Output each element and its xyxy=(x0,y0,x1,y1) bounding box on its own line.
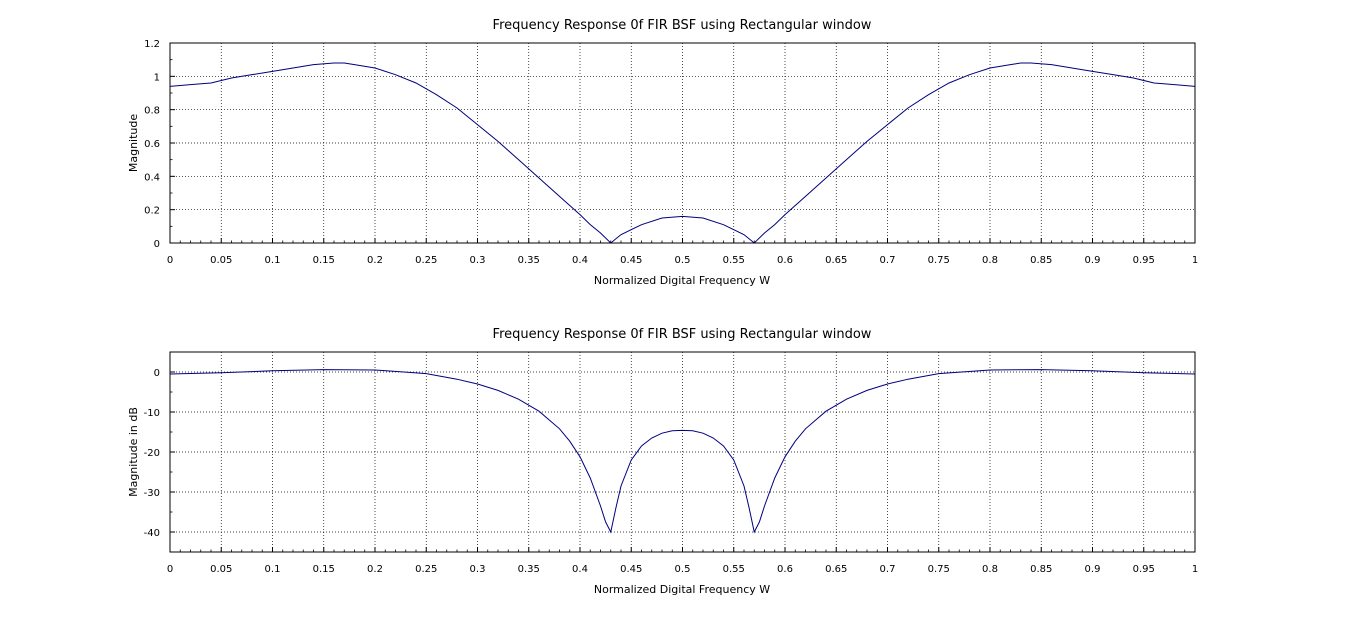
x-tick-label: 0.9 xyxy=(1085,564,1101,575)
x-tick-label: 0.4 xyxy=(572,564,588,575)
x-tick-label: 0.1 xyxy=(265,564,281,575)
x-tick-label: 0.3 xyxy=(470,255,486,266)
series-line xyxy=(169,62,1196,244)
x-tick-label: 0.6 xyxy=(777,255,793,266)
x-tick-label: 0.5 xyxy=(675,255,691,266)
x-axis-label: Normalized Digital Frequency W xyxy=(594,274,770,287)
x-tick-label: 0.05 xyxy=(210,255,232,266)
x-tick-label: 0.45 xyxy=(620,255,642,266)
y-tick-label: -30 xyxy=(144,488,160,499)
x-tick-label: 0.2 xyxy=(367,255,383,266)
x-tick-label: 0.5 xyxy=(675,564,691,575)
x-tick-label: 0 xyxy=(167,255,173,266)
x-tick-label: 0.85 xyxy=(1030,255,1052,266)
x-tick-label: 0.55 xyxy=(723,564,745,575)
y-tick-label: 0.4 xyxy=(144,172,160,183)
y-tick-label: 0.2 xyxy=(144,206,160,217)
x-tick-label: 0.75 xyxy=(928,564,950,575)
x-tick-label: 0.65 xyxy=(825,255,847,266)
x-tick-label: 0.6 xyxy=(777,564,793,575)
y-tick-label: 0.6 xyxy=(144,139,160,150)
x-tick-label: 0.05 xyxy=(210,564,232,575)
y-tick-label: 1 xyxy=(154,72,160,83)
curve-layer xyxy=(169,62,1196,244)
x-tick-label: 0.15 xyxy=(313,255,335,266)
x-tick-label: 0.55 xyxy=(723,255,745,266)
x-tick-label: 0.35 xyxy=(518,255,540,266)
x-tick-label: 0.9 xyxy=(1085,255,1101,266)
plot-title: Frequency Response 0f FIR BSF using Rect… xyxy=(493,18,872,33)
x-tick-label: 0.75 xyxy=(928,255,950,266)
x-tick-label: 0.1 xyxy=(265,255,281,266)
magnitude-db-plot: Frequency Response 0f FIR BSF using Rect… xyxy=(127,327,1198,596)
y-tick-label: 1.2 xyxy=(144,39,160,50)
grid xyxy=(170,352,1195,552)
x-tick-label: 0 xyxy=(167,564,173,575)
x-tick-label: 0.25 xyxy=(415,255,437,266)
x-tick-label: 0.7 xyxy=(880,255,896,266)
x-tick-label: 0.8 xyxy=(982,564,998,575)
x-tick-label: 1 xyxy=(1192,564,1198,575)
x-tick-label: 0.95 xyxy=(1133,564,1155,575)
curve-layer xyxy=(169,369,1196,534)
tick-layer: 0 0.05 0.1 0.15 0.2 0.25 0.3 0.35 0.4 0.45 0.5 0.55… xyxy=(144,39,1198,266)
y-tick-label: -40 xyxy=(144,528,160,539)
x-tick-label: 0.7 xyxy=(880,564,896,575)
x-tick-label: 0.35 xyxy=(518,564,540,575)
x-tick-label: 0.3 xyxy=(470,564,486,575)
x-tick-label: 0.65 xyxy=(825,564,847,575)
y-tick-label: 0.8 xyxy=(144,106,160,117)
x-tick-label: 0.45 xyxy=(620,564,642,575)
y-axis-label: Magnitude in dB xyxy=(127,407,140,497)
x-tick-label: 0.95 xyxy=(1133,255,1155,266)
x-tick-label: 0.8 xyxy=(982,255,998,266)
y-tick-label: -10 xyxy=(144,408,160,419)
x-tick-label: 0.15 xyxy=(313,564,335,575)
y-tick-label: 0 xyxy=(154,239,160,250)
x-tick-label: 0.2 xyxy=(367,564,383,575)
y-tick-label: -20 xyxy=(144,448,160,459)
grid xyxy=(170,43,1195,243)
magnitude-plot: Frequency Response 0f FIR BSF using Rect… xyxy=(127,18,1198,287)
x-tick-label: 0.4 xyxy=(572,255,588,266)
y-tick-label: 0 xyxy=(154,368,160,379)
series-line xyxy=(169,369,1196,534)
tick-layer: 0 0.05 0.1 0.15 0.2 0.25 0.3 0.35 0.4 0.45 0.5 0.55… xyxy=(144,351,1198,575)
y-axis-label: Magnitude xyxy=(127,114,140,173)
x-axis-label: Normalized Digital Frequency W xyxy=(594,583,770,596)
x-tick-label: 0.25 xyxy=(415,564,437,575)
x-tick-label: 1 xyxy=(1192,255,1198,266)
plot-title: Frequency Response 0f FIR BSF using Rect… xyxy=(493,327,872,342)
x-tick-label: 0.85 xyxy=(1030,564,1052,575)
